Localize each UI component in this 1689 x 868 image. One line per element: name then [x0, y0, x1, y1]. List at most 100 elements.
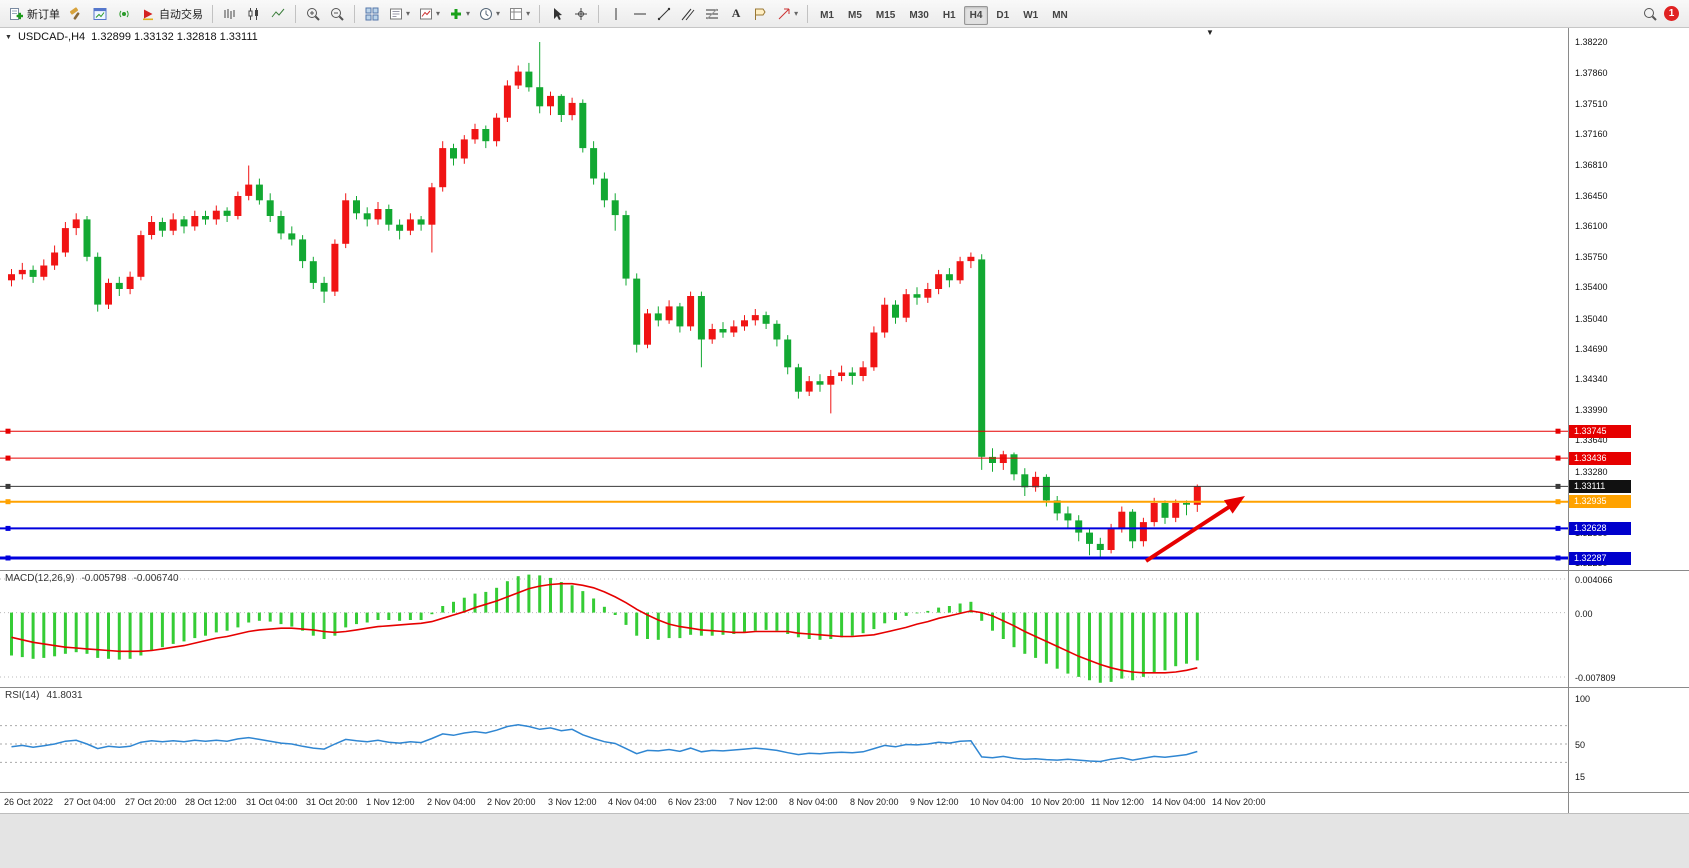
add-indicator-button[interactable]: [445, 3, 473, 25]
timeframe-w1[interactable]: W1: [1023, 9, 1039, 21]
crosshair-button[interactable]: [570, 3, 592, 25]
vertical-line-icon: [615, 7, 617, 20]
horizontal-line-tool[interactable]: [629, 3, 651, 25]
timeframe-m30[interactable]: M30: [909, 9, 929, 21]
time-axis-label: 4 Nov 04:00: [608, 797, 657, 807]
search-button[interactable]: [1639, 3, 1661, 25]
zoom-in-icon: [307, 7, 320, 21]
rsi-label: RSI(14) 41.8031: [5, 690, 83, 701]
chart-title-bar: ▼ USDCAD-,H4 1.32899 1.33132 1.32818 1.3…: [5, 31, 258, 43]
price-axis-label: 1.37860: [1575, 68, 1608, 78]
alerts-button[interactable]: [113, 3, 135, 25]
toolbar-separator: [598, 4, 600, 23]
time-axis[interactable]: 26 Oct 2022 27 Oct 04:00 27 Oct 20:00 28 Oc…: [0, 792, 1568, 813]
timeframe-m5[interactable]: M5: [848, 9, 862, 21]
macd-main-value: -0.005798: [81, 573, 127, 584]
toolbar-separator: [539, 4, 541, 23]
timeframe-m1[interactable]: M1: [820, 9, 834, 21]
text-label-icon: [755, 8, 766, 20]
broadcast-icon: [119, 10, 129, 17]
main-toolbar: 新订单 自动交易: [0, 0, 1689, 28]
time-axis-label: 10 Nov 04:00: [970, 797, 1024, 807]
time-axis-label: 31 Oct 04:00: [246, 797, 298, 807]
notification-badge[interactable]: 1: [1664, 6, 1679, 21]
new-order-label: 新订单: [27, 8, 60, 21]
chart-symbol-period: USDCAD-,H4: [17, 31, 86, 43]
rsi-scale[interactable]: 100 50 15: [1569, 687, 1689, 792]
price-line-badge: 1.32628: [1569, 522, 1631, 535]
macd-scale[interactable]: 0.004066 0.00 -0.007809: [1569, 570, 1689, 687]
time-axis-label: 31 Oct 20:00: [306, 797, 358, 807]
chart-window-icon: [93, 7, 107, 20]
line-chart-button[interactable]: [267, 3, 289, 25]
axis-corner: [1569, 792, 1689, 813]
indicators-button[interactable]: [415, 3, 443, 25]
timeframe-d1[interactable]: D1: [996, 9, 1010, 21]
main-chart-canvas[interactable]: [0, 28, 1568, 570]
rsi-value: 41.8031: [46, 690, 83, 701]
price-scale[interactable]: 1.38220 1.37860 1.37510 1.37160 1.36810 1.364…: [1569, 28, 1689, 570]
bar-chart-button[interactable]: [219, 3, 241, 25]
trendline-icon: [657, 7, 671, 20]
time-axis-label: 26 Oct 2022: [4, 797, 54, 807]
new-order-button[interactable]: 新订单: [5, 3, 63, 25]
price-axis-label: 1.37510: [1575, 99, 1608, 109]
chart-list-button[interactable]: [385, 3, 413, 25]
macd-name: MACD(12,26,9): [5, 573, 75, 584]
text-tool[interactable]: A: [725, 3, 747, 25]
crosshair-icon: [575, 7, 588, 20]
macd-canvas[interactable]: [0, 571, 1568, 687]
chart-shift-marker-icon[interactable]: ▼: [1206, 28, 1214, 37]
time-axis-label: 27 Oct 20:00: [125, 797, 177, 807]
timeframe-m15[interactable]: M15: [875, 9, 896, 21]
chart-workspace: ▼ USDCAD-,H4 1.32899 1.33132 1.32818 1.3…: [0, 28, 1689, 813]
template-icon: [510, 7, 523, 20]
toolbar-separator: [354, 4, 355, 23]
price-axis-label: 1.33280: [1575, 467, 1608, 477]
time-axis-label: 7 Nov 12:00: [729, 797, 778, 807]
tile-windows-button[interactable]: [361, 3, 383, 25]
macd-label: MACD(12,26,9) -0.005798 -0.006740: [5, 573, 179, 584]
hammer-icon: [69, 6, 80, 20]
toolbar-separator: [295, 4, 296, 23]
quick-trade-toggle-icon[interactable]: ▼: [5, 33, 12, 41]
new-order-icon: [10, 7, 23, 20]
time-axis-label: 11 Nov 12:00: [1091, 797, 1144, 807]
cursor-button[interactable]: [546, 3, 568, 25]
time-axis-label: 2 Nov 04:00: [427, 797, 476, 807]
tools-button[interactable]: [65, 3, 87, 25]
price-scale-column: 1.38220 1.37860 1.37510 1.37160 1.36810 1.364…: [1568, 28, 1689, 813]
timeframe-h1[interactable]: H1: [942, 9, 956, 21]
line-chart-icon: [271, 8, 285, 17]
rsi-canvas[interactable]: [0, 688, 1568, 792]
trendline-tool[interactable]: [653, 3, 675, 25]
bars-chart-icon: [224, 8, 235, 19]
arrows-tool[interactable]: [773, 3, 801, 25]
auto-trading-button[interactable]: 自动交易: [137, 3, 206, 25]
charts-column: ▼ USDCAD-,H4 1.32899 1.33132 1.32818 1.3…: [0, 28, 1568, 813]
indicators-icon: [420, 8, 433, 19]
main-chart-panel: ▼ USDCAD-,H4 1.32899 1.33132 1.32818 1.3…: [0, 28, 1568, 570]
periods-button[interactable]: [475, 3, 503, 25]
zoom-out-button[interactable]: [326, 3, 348, 25]
channel-tool[interactable]: [677, 3, 699, 25]
price-line-badge: 1.32935: [1569, 495, 1631, 508]
price-axis-label: 1.36810: [1575, 160, 1608, 170]
label-tool[interactable]: [749, 3, 771, 25]
rsi-axis-label: 15: [1575, 772, 1586, 782]
horizontal-line-icon: [634, 13, 647, 14]
candlestick-chart-button[interactable]: [243, 3, 265, 25]
templates-button[interactable]: [505, 3, 533, 25]
zoom-in-button[interactable]: [302, 3, 324, 25]
timeframe-h4[interactable]: H4: [963, 5, 989, 25]
new-chart-button[interactable]: [89, 3, 111, 25]
timeframe-mn[interactable]: MN: [1052, 9, 1068, 21]
vertical-line-tool[interactable]: [605, 3, 627, 25]
time-axis-label: 9 Nov 12:00: [910, 797, 959, 807]
fibonacci-tool[interactable]: [701, 3, 723, 25]
tile-windows-icon: [365, 7, 379, 20]
zoom-out-icon: [331, 7, 344, 21]
price-line-badge: 1.33436: [1569, 452, 1631, 465]
rsi-axis-label: 100: [1575, 694, 1591, 704]
